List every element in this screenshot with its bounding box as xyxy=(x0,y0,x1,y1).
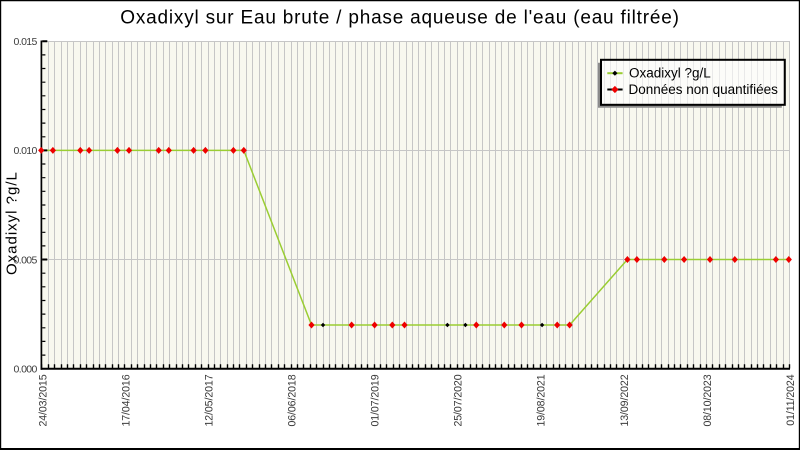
svg-text:Oxadixyl ?g/L: Oxadixyl ?g/L xyxy=(4,171,21,275)
svg-text:0.010: 0.010 xyxy=(14,145,38,157)
svg-text:01/07/2019: 01/07/2019 xyxy=(370,374,382,426)
svg-text:0.015: 0.015 xyxy=(14,36,38,48)
svg-text:17/04/2016: 17/04/2016 xyxy=(120,374,132,426)
svg-text:19/08/2021: 19/08/2021 xyxy=(536,374,548,426)
svg-text:25/07/2020: 25/07/2020 xyxy=(453,374,465,426)
svg-text:0.005: 0.005 xyxy=(14,254,38,266)
svg-text:13/09/2022: 13/09/2022 xyxy=(619,374,631,426)
svg-text:Oxadixyl sur Eau brute / phase: Oxadixyl sur Eau brute / phase aqueuse d… xyxy=(120,8,679,29)
svg-text:12/05/2017: 12/05/2017 xyxy=(203,374,215,426)
svg-text:01/11/2024: 01/11/2024 xyxy=(785,374,797,425)
svg-text:Oxadixyl ?g/L: Oxadixyl ?g/L xyxy=(629,66,711,81)
svg-text:24/03/2015: 24/03/2015 xyxy=(37,374,49,426)
svg-text:06/06/2018: 06/06/2018 xyxy=(287,374,299,426)
svg-text:Données non quantifiées: Données non quantifiées xyxy=(629,82,779,97)
svg-text:0.000: 0.000 xyxy=(14,364,38,376)
svg-text:08/10/2023: 08/10/2023 xyxy=(702,374,714,426)
